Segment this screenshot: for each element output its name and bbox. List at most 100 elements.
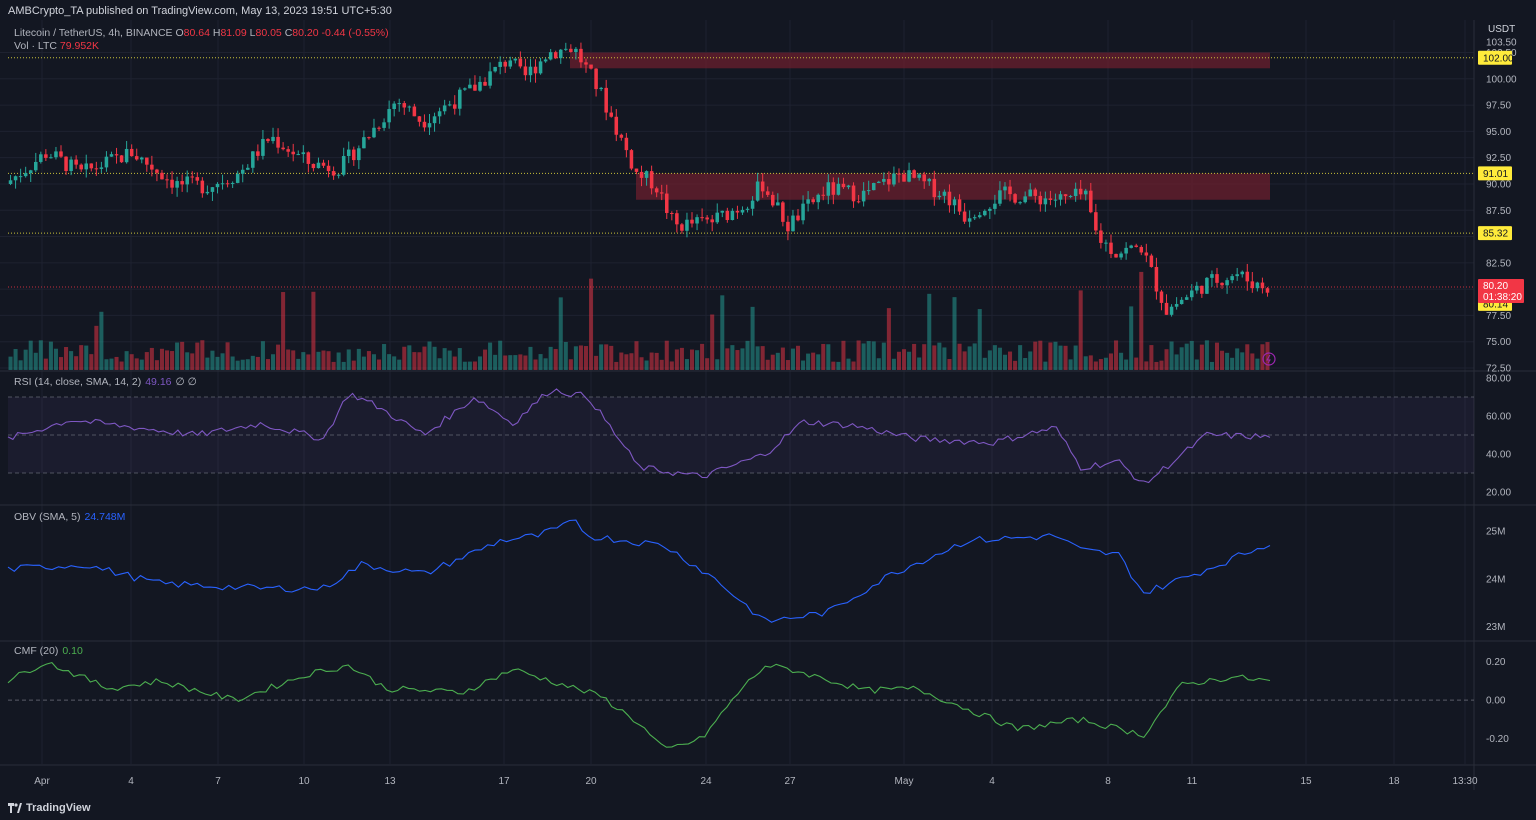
volume-bar [533,359,538,370]
candle-body [321,162,326,166]
time-tick-label: 24 [700,776,712,787]
volume-bar [1048,342,1053,370]
candle-body [150,164,154,170]
candle-body [972,217,977,219]
candle-body [569,48,573,53]
volume-bar [58,357,64,370]
tradingview-brand[interactable]: TradingView [8,802,91,814]
candle-body [1048,198,1053,200]
candle-body [1154,266,1159,292]
volume-bar [442,348,447,370]
volume-bar [780,347,785,370]
candle-body [422,121,427,128]
current-price-badge [1478,279,1524,304]
candle-body [185,176,189,185]
tradingview-logo-icon [8,803,22,813]
candle-body [99,167,104,169]
volume-bar [972,343,977,370]
candle-body [594,68,598,90]
volume-bar [28,340,33,370]
candle-body [710,219,714,223]
volume-bar [296,358,301,370]
candle-body [1174,304,1179,307]
volume-bar [149,347,154,370]
candle-body [195,177,200,181]
cmf-tick-label: -0.20 [1486,734,1509,745]
volume-bar [488,342,493,370]
candle-body [745,208,750,210]
tradingview-wordmark: TradingView [26,802,91,814]
candle-body [801,203,805,221]
candle-body [1245,271,1250,282]
candle-body [407,106,412,108]
open-label: O [175,27,184,39]
candle-body [109,154,114,157]
candle-body [1063,194,1068,197]
obv-legend[interactable]: OBV (SMA, 5) 24.748M [14,511,125,523]
candle-body [8,180,13,184]
candle-body [412,106,417,117]
volume-bar [578,345,583,370]
volume-bar [538,354,543,370]
candle-body [18,176,23,178]
candle-body [715,212,720,223]
volume-bar [371,354,376,370]
candle-body [1189,290,1194,298]
volume-bar [154,360,159,370]
candle-body [1149,255,1154,267]
volume-bar [321,350,326,370]
volume-bar [301,352,306,370]
rsi-value: 49.16 [145,376,172,388]
volume-bar [341,361,346,370]
volume-bar [1194,359,1199,370]
volume-bar [679,347,684,370]
candle-body [1210,274,1214,278]
volume-bar [114,356,119,370]
candle-body [458,89,462,109]
volume-label: Vol · LTC [14,40,57,52]
cmf-legend[interactable]: CMF (20) 0.10 [14,645,83,657]
candle-body [614,116,619,135]
volume-bar [1230,357,1235,370]
candle-body [1205,277,1209,294]
symbol-legend[interactable]: Litecoin / TetherUS, 4h, BINANCE O80.64 … [14,27,389,40]
volume-bar [1235,348,1240,370]
rsi-legend[interactable]: RSI (14, close, SMA, 14, 2) 49.16 ∅ ∅ [14,376,197,388]
candle-body [1164,302,1169,315]
volume-bar [856,340,861,370]
candle-body [957,199,962,212]
candle-body [967,218,972,222]
high-value: 81.09 [220,27,247,39]
candle-body [1230,276,1234,281]
level-badge [1478,50,1512,65]
volume-bar [942,347,947,370]
volume-bar [1189,340,1194,370]
candle-body [1094,212,1098,231]
volume-bar [684,359,689,370]
candle-body [382,122,386,128]
volume-bar [715,359,720,370]
volume-bar [180,341,185,370]
volume-bar [654,352,659,370]
candle-body [1023,196,1027,203]
candle-body [816,194,820,203]
candle-body [902,174,906,182]
candle-body [750,200,755,209]
candle-body [821,194,826,196]
volume-bar [957,343,962,370]
candle-body [296,154,301,156]
volume-bar [705,358,710,370]
candle-body [64,156,68,171]
volume-bar [614,361,619,370]
volume-bar [1260,344,1265,370]
candle-body [104,156,109,168]
candle-body [79,164,83,170]
candle-body [654,188,659,193]
volume-legend[interactable]: Vol · LTC 79.952K [14,40,99,52]
volume-bar [775,352,780,370]
candle-body [533,66,538,74]
volume-bar [745,340,750,370]
volume-bar [1038,340,1043,370]
volume-bar [568,359,573,370]
